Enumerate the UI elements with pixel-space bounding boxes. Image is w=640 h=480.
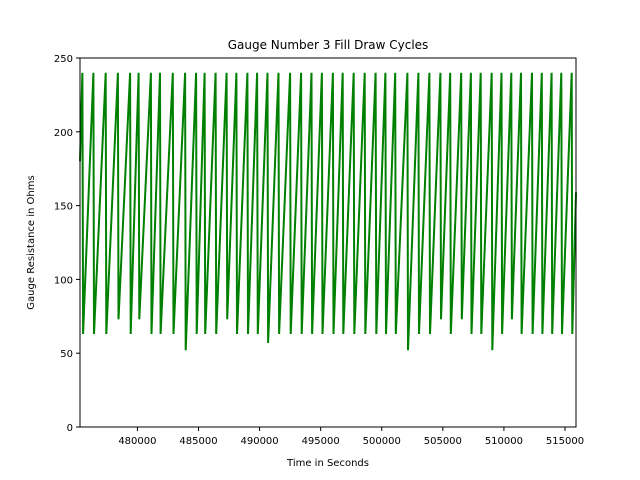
- y-axis: 0 50 100 150 200 250: [54, 54, 80, 434]
- y-tick-label: 100: [54, 275, 73, 286]
- y-tick-label: 150: [54, 202, 73, 213]
- x-axis: 480000 485000 490000 495000 500000 505000 5100…: [118, 427, 584, 447]
- x-tick-label: 490000: [240, 436, 278, 447]
- x-tick-label: 500000: [363, 436, 401, 447]
- y-tick-label: 0: [67, 423, 73, 434]
- series-line-0: [79, 72, 577, 351]
- plot-frame: [79, 57, 577, 428]
- y-tick-label: 50: [60, 349, 73, 360]
- x-tick-label: 480000: [118, 436, 156, 447]
- x-tick-label: 495000: [302, 436, 340, 447]
- x-tick-label: 505000: [424, 436, 462, 447]
- chart-title: Gauge Number 3 Fill Draw Cycles: [228, 38, 429, 52]
- y-tick-label: 200: [54, 128, 73, 139]
- x-tick-label: 485000: [179, 436, 217, 447]
- x-tick-label: 510000: [485, 436, 523, 447]
- y-axis-label: Gauge Resistance in Ohms: [26, 175, 37, 309]
- x-tick-label: 515000: [546, 436, 584, 447]
- data-marks: [79, 72, 577, 351]
- y-tick-label: 250: [54, 54, 73, 65]
- x-axis-label: Time in Seconds: [286, 458, 369, 469]
